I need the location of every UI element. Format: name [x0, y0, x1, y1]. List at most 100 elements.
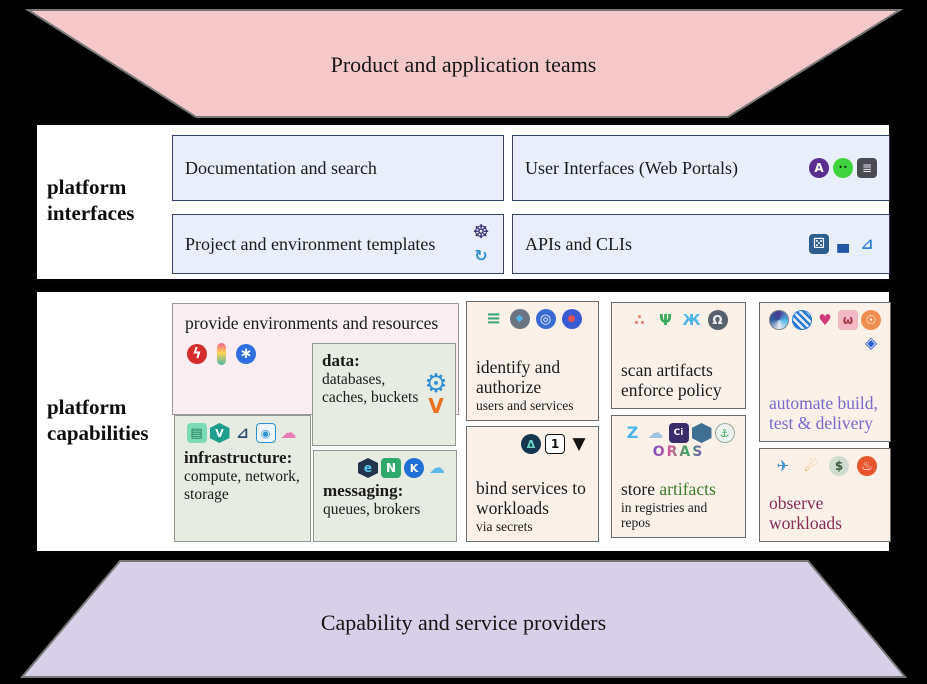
messaging-box: e N K ☁ messaging: queues, brokers — [313, 450, 457, 542]
data-title: data: — [322, 351, 360, 370]
layered-diamond-icon: ◈ — [864, 333, 878, 352]
infrastructure-title: infrastructure: — [184, 448, 293, 467]
top-banner-label: Product and application teams — [330, 52, 597, 77]
vault-triangle-icon: ▼ — [572, 433, 586, 454]
blue-heptagon-icon: ∗ — [236, 343, 256, 364]
docs-box: Documentation and search — [172, 135, 504, 201]
striped-ball-icon — [792, 310, 812, 330]
templates-icons: ☸ ↻ — [471, 223, 491, 266]
infrastructure-detail: compute, network, storage — [184, 467, 300, 504]
identify-icons: ≡ ◆ ◎ ● — [476, 309, 589, 329]
popsicle-icon — [217, 342, 226, 365]
badge-icon: ◎ — [535, 309, 556, 329]
bowler-hat-icon: ▄ — [837, 234, 849, 253]
messaging-title: messaging: — [323, 481, 404, 500]
interfaces-label: platform interfaces — [47, 175, 135, 225]
sailboat-icon: ⊿ — [860, 234, 874, 253]
scan-icons: ∴ Ψ Ж Ω — [621, 310, 736, 330]
apis-label: APIs and CLIs — [525, 233, 632, 254]
apis-box: APIs and CLIs ⚄ ▄ ⊿ — [512, 214, 890, 274]
blue-wings-icon: Ж — [682, 310, 701, 329]
ui-icons: A •• ≣ — [809, 158, 877, 178]
messaging-icons: e N K ☁ — [323, 458, 447, 478]
harbor-icon: ⚓ — [714, 423, 735, 443]
nats-icon: N — [381, 458, 401, 478]
bind-sub: via secrets — [476, 518, 533, 534]
pink-clouds-icon: ☁ — [280, 423, 297, 442]
disk-stack-icon: ≣ — [857, 158, 877, 178]
piggy-bank-icon: $ — [829, 456, 849, 476]
store-sub: in registries and repos — [621, 499, 708, 530]
gear-face-icon: ⚙ — [424, 368, 448, 399]
docs-label: Documentation and search — [185, 157, 377, 178]
apis-icons: ⚄ ▄ ⊿ — [809, 234, 877, 254]
appliance-icon: ◉ — [255, 423, 276, 443]
ui-box: User Interfaces (Web Portals) A •• ≣ — [512, 135, 890, 201]
provide-box: provide environments and resources ϟ ∗ — [172, 303, 459, 415]
constellation-icon: ∴ — [634, 310, 645, 329]
dark-sailboat-icon: ⊿ — [236, 423, 249, 442]
swirl-sphere-icon — [769, 310, 789, 330]
provide-title: provide environments and resources — [185, 313, 439, 333]
alien-icon: •• — [833, 158, 853, 178]
infrastructure-box: ▤ V ⊿ ◉ ☁ infrastructure: compute, network, … — [174, 415, 311, 542]
torch-icon: ☄ — [804, 456, 818, 475]
lightning-badge-icon: ϟ — [187, 343, 207, 364]
scan-title: scan artifacts enforce policy — [621, 359, 722, 401]
bottom-banner-shape — [19, 560, 908, 678]
store-box: Z ☁ Ci ⚓ ORAS store artifacts in registries… — [611, 415, 746, 538]
identify-title: identify and authorize — [476, 356, 561, 398]
zot-spiral-icon: Z — [626, 423, 639, 442]
helmet-icon: Ω — [707, 310, 728, 330]
store-title-accent: artifacts — [659, 479, 716, 500]
ui-label: User Interfaces (Web Portals) — [525, 157, 738, 178]
bind-box: Δ 1 ▼ bind services to workloads via secre… — [466, 426, 599, 542]
bottom-banner-label: Capability and service providers — [320, 610, 607, 635]
oras-logo: ORAS — [652, 444, 705, 460]
store-icons: Z ☁ Ci ⚓ — [621, 423, 736, 443]
dice-cube-icon: ⚄ — [809, 234, 829, 254]
identify-sub: users and services — [476, 397, 574, 413]
data-detail: databases, caches, buckets — [322, 370, 419, 407]
observe-box: ✈ ☄ $ ♨ observe workloads — [759, 448, 891, 542]
templates-box: Project and environment templates ☸ ↻ — [172, 214, 504, 274]
oci-icon: Ci — [668, 423, 689, 443]
observe-icons: ✈ ☄ $ ♨ — [769, 456, 881, 476]
hexagon-swirl-icon: e — [358, 458, 378, 478]
orange-squid-icon: ☉ — [861, 310, 881, 330]
lantern-badge-icon: Δ — [521, 434, 541, 454]
cloud-ship-icon: ☁ — [647, 423, 664, 442]
pinwheel-icon: ● — [561, 309, 582, 329]
scan-box: ∴ Ψ Ж Ω scan artifacts enforce policy — [611, 302, 746, 409]
onepassword-icon: 1 — [545, 434, 565, 454]
kubemq-icon: K — [404, 458, 424, 478]
robot-cat-icon: ω — [838, 310, 858, 330]
bind-title: bind services to workloads — [476, 477, 586, 519]
capabilities-label: platform capabilities — [47, 395, 149, 445]
store-title: store — [621, 479, 656, 500]
striped-cube-icon: ▤ — [186, 423, 207, 443]
data-icons: ⚙ V — [424, 351, 448, 438]
provide-icons: ϟ ∗ — [185, 342, 446, 365]
orange-v-icon: V — [428, 393, 444, 418]
automate-box: ♥ ω ☉ ◈ automate build, test & delivery — [759, 302, 891, 442]
hexagon-icon — [691, 423, 712, 443]
automate-title: automate build, test & delivery — [769, 392, 878, 434]
gear-gem-icon: ◆ — [509, 309, 530, 329]
messaging-detail: queues, brokers — [323, 500, 421, 518]
automate-icons: ♥ ω ☉ ◈ — [769, 310, 881, 353]
interfaces-section: platform interfaces Documentation and se… — [35, 123, 891, 281]
green-tree-icon: Ψ — [659, 310, 672, 329]
templates-label: Project and environment templates — [185, 233, 436, 254]
tulip-birds-icon: ♥ — [818, 310, 832, 329]
helm-icon: ☸ — [472, 221, 490, 243]
blue-bird-icon: ✈ — [776, 456, 790, 475]
purple-a-portal-icon: A — [809, 158, 829, 178]
blue-cloud-icon: ☁ — [429, 458, 445, 477]
top-banner-shape — [24, 9, 904, 118]
data-box: data: databases, caches, buckets ⚙ V — [312, 343, 456, 446]
bind-icons: Δ 1 ▼ — [476, 434, 589, 454]
observe-title: observe workloads — [769, 492, 842, 534]
